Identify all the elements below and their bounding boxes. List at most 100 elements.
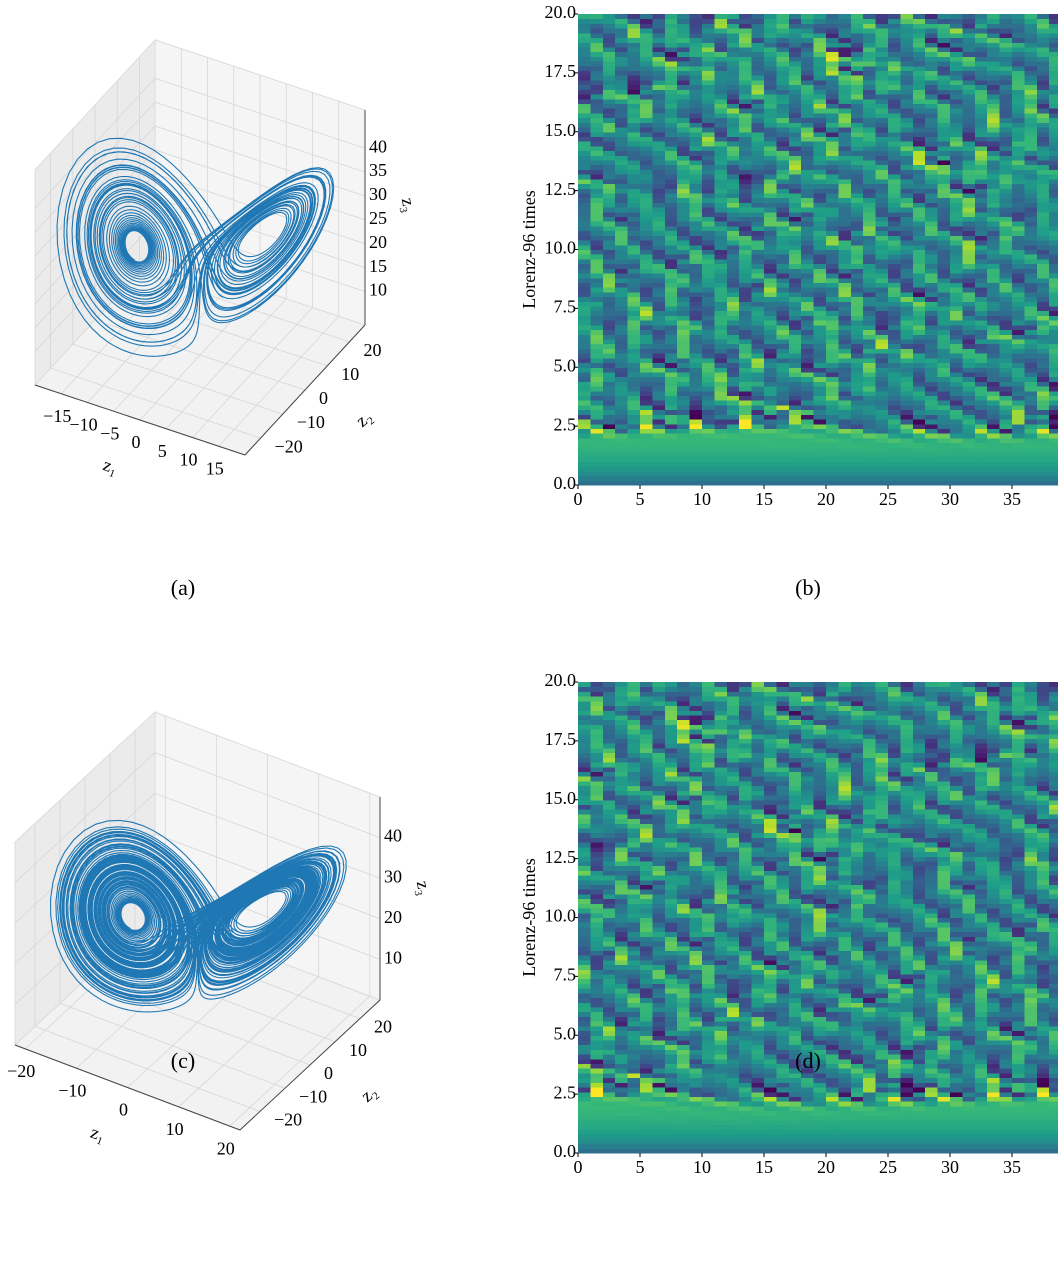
heatmap-cell [590, 169, 604, 175]
heatmap-cell [950, 42, 963, 48]
heatmap-cell [937, 160, 951, 166]
heatmap-cell [578, 362, 591, 368]
heatmap-cell [590, 174, 604, 180]
heatmap-cell [640, 32, 653, 39]
trajectory [56, 137, 335, 357]
heatmap-cell [590, 136, 604, 142]
heatmap-cell [875, 216, 889, 222]
heatmap-cell [962, 442, 976, 448]
heatmap-cell [726, 1120, 740, 1126]
heatmap-cell [850, 244, 864, 250]
heatmap-cell [677, 456, 691, 462]
heatmap-cell [826, 108, 839, 114]
heatmap-cell [578, 202, 591, 208]
heatmap-cell [640, 1054, 653, 1060]
heatmap-cell [999, 183, 1013, 189]
heatmap-cell [937, 447, 951, 453]
heatmap-cell [962, 254, 976, 260]
heatmap-cell [962, 320, 976, 326]
heatmap-cell [888, 1072, 901, 1079]
heatmap-cell [714, 1063, 728, 1069]
heatmap-cell [1036, 28, 1050, 34]
heatmap-cell [850, 98, 864, 104]
heatmap-cell [751, 14, 765, 20]
heatmap-cell [838, 192, 852, 199]
heatmap-cell [751, 268, 765, 274]
heatmap-cell [726, 263, 740, 269]
heatmap-cell [974, 1115, 988, 1121]
heatmap-cell [702, 310, 715, 316]
heatmap-cell [937, 348, 951, 354]
heatmap-cell [652, 117, 666, 123]
heatmap-cell [602, 1124, 616, 1130]
heatmap-cell [987, 475, 1001, 481]
heatmap-cell [962, 1068, 976, 1074]
heatmap-cell [912, 160, 926, 166]
heatmap-cell [826, 334, 839, 340]
heatmap-cell [640, 428, 653, 434]
heatmap-cell [602, 334, 616, 340]
heatmap-cell [578, 371, 591, 378]
heatmap-cell [702, 306, 715, 312]
heatmap-cell [689, 291, 703, 298]
heatmap-cell [1012, 329, 1025, 335]
heatmap-cell [900, 211, 914, 218]
heatmap-cell [615, 376, 629, 382]
heatmap-cell [652, 56, 666, 62]
heatmap-cell [801, 386, 815, 392]
z-tick-label: 15 [369, 256, 387, 276]
heatmap-cell [652, 61, 666, 67]
heatmap-cell [925, 127, 939, 133]
heatmap-cell [1049, 367, 1058, 373]
heatmap-cell [640, 414, 653, 420]
heatmap-cell [1024, 1129, 1038, 1135]
heatmap-cell [925, 1101, 939, 1107]
heatmap-cell [615, 108, 629, 114]
heatmap-cell [987, 164, 1001, 170]
heatmap-cell [850, 447, 864, 453]
heatmap-cell [1049, 1096, 1058, 1102]
heatmap-cell [726, 56, 740, 62]
heatmap-cell [813, 23, 827, 29]
heatmap-cell [615, 112, 629, 119]
heatmap-cell [850, 452, 864, 458]
heatmap-cell [1024, 117, 1038, 123]
heatmap-cell [999, 400, 1013, 406]
heatmap-cell [590, 1129, 604, 1135]
heatmap-cell [689, 240, 703, 246]
heatmap-cell [888, 1134, 901, 1140]
heatmap-cell [739, 150, 753, 156]
heatmap-cell [652, 310, 666, 316]
heatmap-cell [739, 65, 753, 72]
heatmap-cell [788, 329, 802, 335]
heatmap-cell [689, 178, 703, 185]
heatmap-cell [764, 357, 777, 364]
heatmap-cell [999, 353, 1013, 359]
heatmap-cell [590, 249, 604, 255]
heatmap-cell [788, 32, 802, 39]
heatmap-cell [714, 169, 728, 175]
heatmap-cell [714, 221, 728, 227]
heatmap-cell [788, 357, 802, 364]
heatmap-cell [652, 357, 666, 364]
heatmap-cell [702, 400, 715, 406]
heatmap-cell [875, 277, 889, 283]
heatmap-cell [652, 94, 666, 100]
heatmap-cell [875, 466, 889, 472]
heatmap-cell [664, 263, 678, 269]
heatmap-cell [826, 94, 839, 100]
heatmap-cell [826, 202, 839, 208]
heatmap-cell [615, 1091, 629, 1097]
heatmap-cell [850, 240, 864, 246]
heatmap-cell [900, 225, 914, 232]
heatmap-cell [590, 1138, 604, 1145]
heatmap-cell [826, 117, 839, 123]
heatmap-cell [863, 1148, 877, 1154]
heatmap-cell [702, 56, 715, 62]
heatmap-cell [726, 136, 740, 142]
heatmap-cell [999, 37, 1013, 43]
heatmap-cell [1036, 1110, 1050, 1116]
heatmap-cell [999, 23, 1013, 29]
heatmap-cell [974, 296, 988, 302]
heatmap-cell [602, 183, 616, 189]
